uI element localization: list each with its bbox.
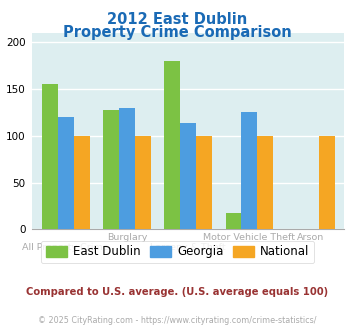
Bar <box>119 108 135 229</box>
Text: Burglary: Burglary <box>107 233 147 242</box>
Bar <box>319 136 334 229</box>
Bar <box>241 113 257 229</box>
Text: Property Crime Comparison: Property Crime Comparison <box>63 25 292 40</box>
Bar <box>103 110 119 229</box>
Bar <box>225 213 241 229</box>
Bar <box>180 123 196 229</box>
Text: Larceny & Theft: Larceny & Theft <box>150 243 226 251</box>
Bar <box>135 136 151 229</box>
Bar <box>58 117 73 229</box>
Bar <box>164 61 180 229</box>
Text: Motor Vehicle Theft: Motor Vehicle Theft <box>203 233 295 242</box>
Text: © 2025 CityRating.com - https://www.cityrating.com/crime-statistics/: © 2025 CityRating.com - https://www.city… <box>38 316 317 325</box>
Text: 2012 East Dublin: 2012 East Dublin <box>107 12 248 26</box>
Bar <box>42 84 58 229</box>
Text: Compared to U.S. average. (U.S. average equals 100): Compared to U.S. average. (U.S. average … <box>26 287 329 297</box>
Bar <box>73 136 89 229</box>
Bar <box>257 136 273 229</box>
Text: All Property Crime: All Property Crime <box>22 243 109 251</box>
Bar <box>196 136 212 229</box>
Text: Arson: Arson <box>297 233 324 242</box>
Legend: East Dublin, Georgia, National: East Dublin, Georgia, National <box>41 241 314 263</box>
